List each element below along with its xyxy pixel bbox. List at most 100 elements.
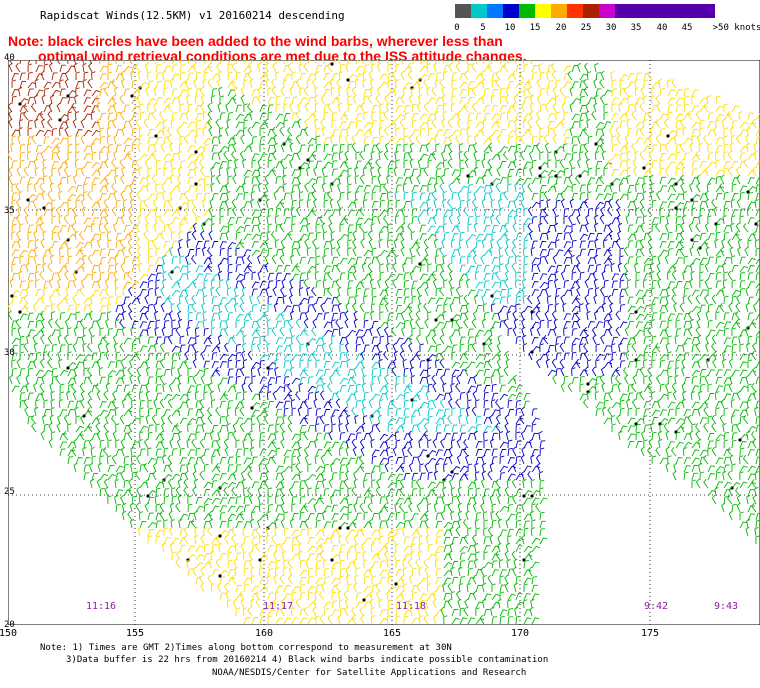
wind-barb: [283, 217, 291, 225]
wind-barb: [715, 305, 723, 313]
wind-barb: [467, 223, 472, 233]
wind-barb: [736, 174, 741, 185]
wind-barb: [523, 81, 532, 89]
wind-barb: [554, 95, 559, 105]
wind-barb: [177, 174, 182, 185]
wind-barb: [153, 142, 158, 153]
wind-barb: [611, 79, 617, 88]
wind-barb: [43, 209, 51, 217]
wind-barb: [659, 241, 667, 249]
wind-barb: [435, 175, 441, 185]
wind-barb: [315, 280, 322, 289]
wind-barb: [39, 310, 45, 321]
contamination-dot: [154, 134, 158, 138]
wind-barb: [699, 127, 704, 137]
contamination-dot: [522, 494, 526, 498]
wind-barb: [667, 231, 673, 241]
wind-barb: [539, 176, 546, 185]
wind-barb: [136, 246, 141, 257]
wind-barb: [67, 280, 74, 289]
wind-barb: [219, 112, 226, 121]
wind-barb: [483, 105, 491, 113]
wind-barb: [39, 110, 45, 121]
wind-barb: [179, 60, 182, 65]
wind-barb: [503, 151, 509, 161]
wind-barb: [592, 270, 597, 281]
wind-barb: [755, 136, 760, 145]
wind-barb: [715, 113, 725, 121]
wind-barb: [672, 262, 677, 273]
wind-barb: [99, 145, 109, 153]
wind-barb: [483, 169, 491, 177]
wind-barb: [111, 206, 117, 217]
wind-barb: [97, 166, 103, 177]
wind-barb: [651, 160, 657, 169]
wind-barb: [59, 201, 68, 209]
wind-barb: [171, 112, 178, 121]
wind-barb: [313, 198, 318, 209]
wind-barb: [339, 233, 349, 241]
wind-barb: [481, 198, 486, 209]
wind-barb: [355, 105, 363, 113]
wind-barb: [442, 159, 448, 169]
wind-barb: [403, 257, 411, 265]
contamination-dot: [146, 494, 150, 498]
wind-barb: [626, 150, 631, 161]
wind-barb: [539, 162, 549, 169]
wind-barb: [171, 64, 178, 73]
wind-barb: [299, 144, 306, 153]
wind-barb: [243, 60, 247, 65]
wind-barb: [351, 86, 357, 97]
wind-barb: [441, 86, 446, 97]
wind-barb: [599, 79, 605, 89]
wind-barb: [504, 262, 509, 273]
wind-barb: [408, 150, 413, 161]
wind-barb: [128, 118, 133, 129]
wind-barb: [515, 112, 522, 121]
wind-barb: [336, 246, 341, 257]
wind-barb: [496, 166, 501, 177]
wind-barb: [531, 72, 538, 81]
wind-barb: [719, 183, 725, 193]
wind-barb: [57, 230, 62, 241]
wind-barb: [497, 198, 503, 209]
wind-barb: [210, 95, 216, 105]
contamination-dot: [130, 94, 134, 98]
wind-barb: [393, 118, 398, 129]
wind-barb: [191, 230, 197, 241]
wind-barb: [520, 102, 525, 113]
wind-barb: [371, 295, 377, 305]
wind-barb: [371, 136, 379, 145]
wind-barb: [136, 86, 141, 97]
wind-barb: [489, 214, 495, 225]
wind-barb: [522, 295, 527, 305]
wind-barb: [752, 302, 757, 313]
wind-barb: [267, 144, 274, 153]
wind-barb: [627, 305, 636, 313]
wind-barb: [289, 254, 295, 265]
wind-barb: [715, 218, 725, 225]
wind-barb: [419, 121, 429, 129]
wind-barb: [163, 65, 172, 73]
wind-barb: [303, 278, 309, 289]
wind-barb: [121, 206, 126, 217]
wind-barb: [249, 294, 254, 305]
wind-barb: [71, 102, 77, 113]
wind-barb: [96, 118, 101, 129]
wind-barb: [147, 193, 156, 201]
wind-barb: [73, 174, 78, 185]
wind-barb: [72, 118, 77, 129]
wind-barb: [239, 239, 245, 249]
wind-barb: [307, 137, 317, 145]
wind-barb: [171, 217, 179, 225]
wind-barb: [515, 168, 523, 177]
wind-barb: [554, 270, 559, 281]
wind-barb: [593, 278, 598, 289]
contamination-dot: [594, 142, 598, 146]
wind-barb: [667, 89, 676, 97]
wind-barb: [401, 222, 406, 233]
wind-barb: [531, 64, 539, 73]
wind-barb: [203, 209, 212, 217]
wind-barb: [419, 153, 428, 161]
wind-barb: [187, 129, 196, 137]
